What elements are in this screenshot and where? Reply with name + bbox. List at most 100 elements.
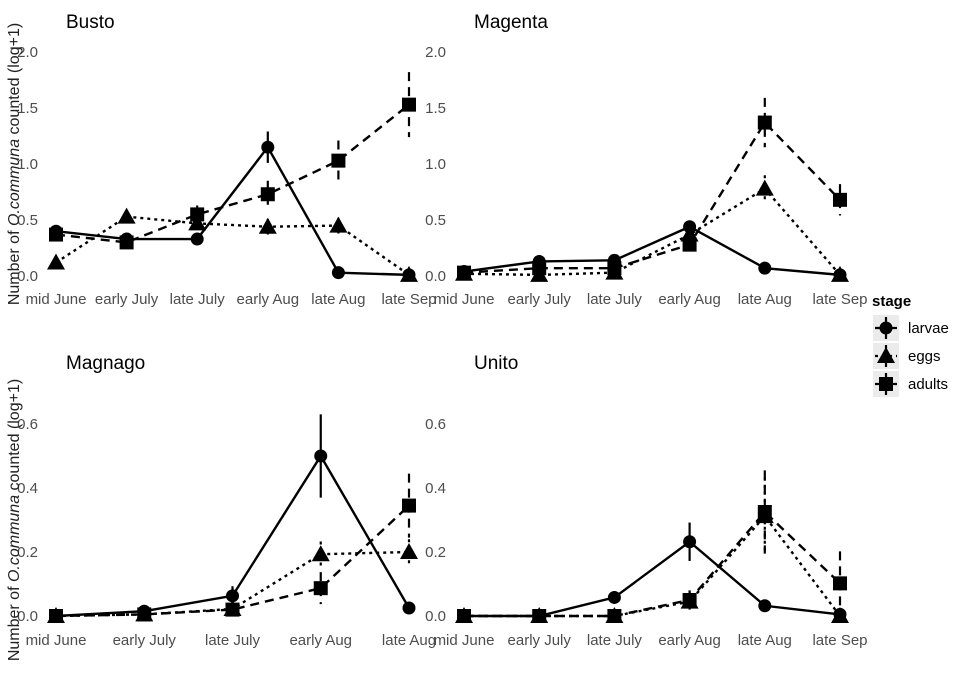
y-tick-label: 0.0: [425, 608, 446, 625]
y-axis-label-species: O.communa: [6, 495, 23, 582]
series-larvae: [49, 414, 416, 623]
series-line-adults: [55, 504, 410, 618]
data-point-eggs: [258, 217, 277, 234]
data-point-eggs: [329, 216, 348, 233]
data-point-eggs: [400, 265, 418, 282]
x-tick-label: late Sep: [812, 291, 867, 308]
x-tick-label: early July: [508, 632, 572, 649]
x-tick-label: late Sep: [812, 632, 867, 649]
x-tick-label: mid June: [434, 291, 495, 308]
data-point-adults: [682, 593, 697, 607]
data-point-eggs: [831, 265, 849, 282]
data-point-adults: [119, 235, 134, 250]
y-tick-label: 0.0: [425, 268, 446, 285]
x-tick-label: late Aug: [382, 632, 436, 649]
legend: stage larvae eggs adults: [872, 293, 949, 397]
y-axis-label-species: O.communa: [6, 139, 23, 226]
series-larvae: [49, 131, 416, 282]
data-point-adults: [532, 261, 547, 276]
data-point-adults: [457, 609, 471, 623]
data-point-larvae: [190, 232, 204, 246]
panel-title: Magnago: [66, 353, 145, 374]
data-point-larvae: [226, 589, 239, 603]
series-line-eggs: [464, 514, 841, 618]
y-tick-label: 0.0: [17, 608, 38, 625]
x-tick-label: late July: [587, 291, 643, 308]
y-axis-label: Number of O.communa counted (log+1): [6, 379, 23, 661]
x-tick-label: early July: [113, 632, 177, 649]
series-line-adults: [463, 120, 841, 274]
y-tick-label: 2.0: [425, 44, 446, 61]
x-tick-label: late July: [170, 291, 226, 308]
series-line-adults: [464, 510, 841, 618]
data-point-larvae: [683, 535, 697, 549]
x-tick-label: mid June: [434, 632, 495, 649]
data-point-eggs: [680, 225, 699, 242]
x-tick-label: early Aug: [289, 632, 352, 649]
y-tick-label: 2.0: [17, 44, 38, 61]
x-tick-label: late Aug: [311, 291, 365, 308]
data-point-larvae: [261, 140, 275, 154]
data-point-adults: [137, 607, 152, 622]
series-eggs: [455, 477, 849, 623]
x-tick-label: late July: [205, 632, 261, 649]
y-axis-label: Number of O.communa counted (log+1): [6, 23, 23, 305]
legend-title: stage: [872, 293, 911, 310]
legend-label-larvae: larvae: [908, 320, 949, 337]
series-line-larvae: [463, 225, 841, 277]
y-tick-label: 0.6: [425, 416, 446, 433]
data-point-larvae: [607, 590, 621, 604]
legend-key-larvae: [879, 321, 893, 335]
series-line-eggs: [463, 187, 841, 277]
data-point-adults: [532, 609, 547, 623]
x-tick-label: late Aug: [738, 632, 792, 649]
data-point-adults: [331, 153, 346, 168]
y-axis-label-part: counted (log+1): [6, 23, 23, 139]
y-tick-label: 0.4: [425, 480, 446, 497]
y-tick-label: 0.6: [17, 416, 38, 433]
data-point-eggs: [400, 543, 418, 559]
y-axis-label-part: Number of: [6, 226, 23, 305]
data-point-larvae: [758, 261, 772, 275]
y-tick-label: 1.0: [425, 156, 446, 173]
data-point-adults: [402, 97, 416, 112]
data-point-adults: [682, 237, 697, 252]
data-point-larvae: [758, 599, 772, 613]
y-tick-label: 0.0: [17, 268, 38, 285]
y-axis-label-part: Number of: [6, 582, 23, 661]
series-line-adults: [55, 103, 410, 244]
y-tick-label: 0.4: [17, 480, 38, 497]
series-adults: [457, 97, 847, 280]
panel-magnago: Magnago 0.0 0.2 0.4 0.6 mid June early July lat…: [17, 353, 436, 649]
panel-busto: Busto 0.0 0.5 1.0 1.5 2.0 mid June early July la…: [17, 12, 436, 308]
data-point-adults: [260, 187, 275, 202]
data-point-larvae: [314, 449, 328, 463]
data-point-adults: [402, 498, 416, 513]
data-point-eggs: [117, 207, 136, 224]
y-tick-label: 1.5: [425, 100, 446, 117]
series-adults: [457, 470, 847, 623]
panel-title: Unito: [474, 353, 518, 374]
series-eggs: [47, 207, 418, 282]
series-adults: [49, 72, 416, 250]
x-tick-label: early July: [95, 291, 159, 308]
x-tick-label: early Aug: [658, 632, 721, 649]
data-point-eggs: [47, 253, 65, 270]
panel-title: Busto: [66, 12, 115, 33]
series-adults: [49, 473, 416, 623]
data-point-adults: [457, 265, 471, 280]
y-tick-label: 0.5: [425, 212, 446, 229]
series-line-eggs: [55, 215, 410, 276]
x-tick-label: early Aug: [658, 291, 721, 308]
legend-label-adults: adults: [908, 376, 948, 393]
y-tick-label: 1.5: [17, 100, 38, 117]
data-point-adults: [833, 192, 847, 207]
data-point-adults: [190, 207, 205, 222]
x-tick-label: late July: [587, 632, 643, 649]
panel-magenta: Magenta 0.0 0.5 1.0 1.5 2.0 mid June early July…: [425, 12, 867, 308]
series-line-larvae: [464, 540, 841, 618]
legend-label-eggs: eggs: [908, 348, 941, 365]
panel-title: Magenta: [474, 12, 548, 33]
data-point-adults: [313, 581, 328, 596]
data-point-adults: [225, 602, 240, 617]
